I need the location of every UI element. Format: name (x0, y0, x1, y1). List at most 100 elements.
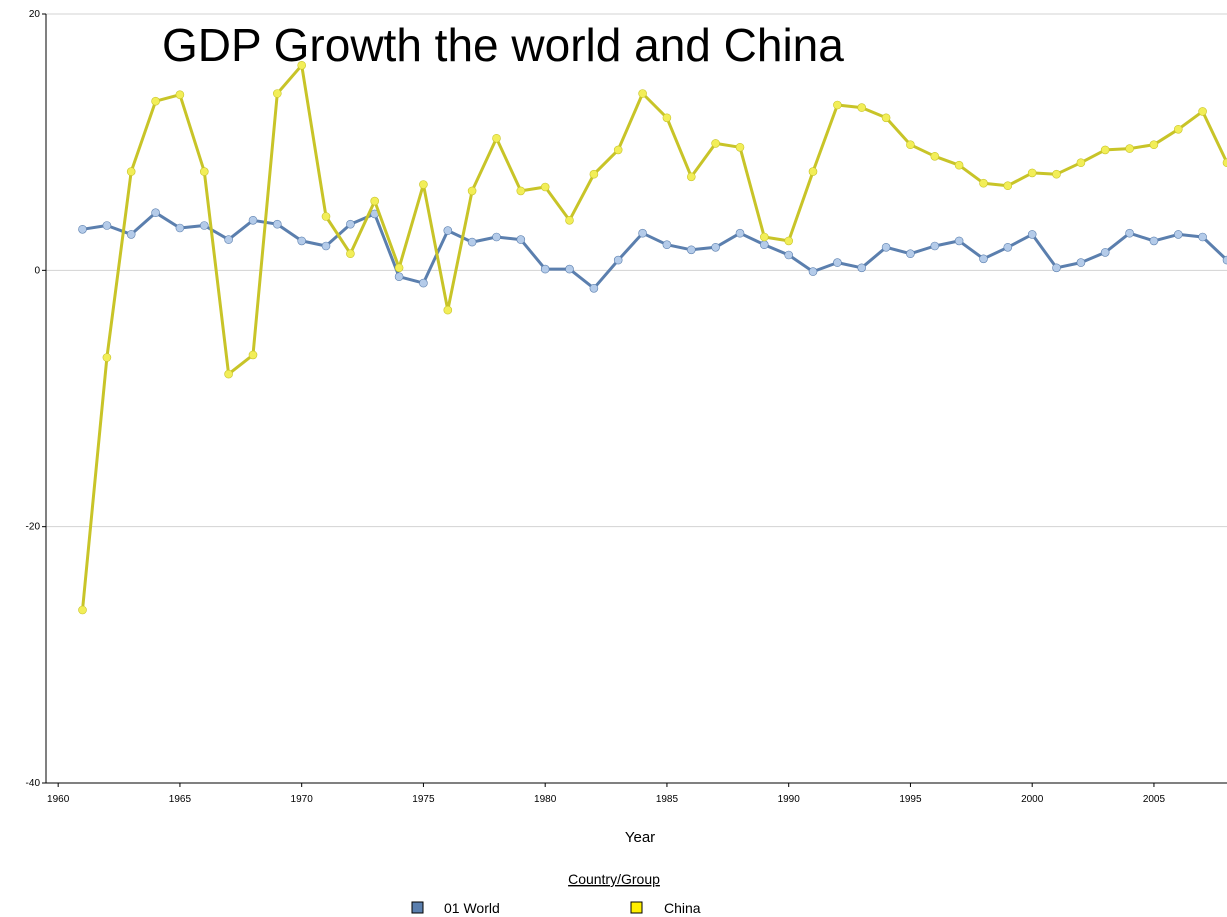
data-point-01-world (200, 221, 209, 230)
data-point-china (759, 232, 769, 242)
data-point-01-world (102, 221, 112, 230)
data-point-01-world (467, 237, 477, 247)
data-point-china (1027, 168, 1037, 178)
data-point-china (394, 263, 404, 273)
y-tick-label: -40 (26, 778, 41, 789)
data-point-china (175, 90, 185, 99)
y-tick-label: -20 (26, 522, 41, 533)
data-point-china (102, 353, 112, 362)
legend-swatch-china (630, 901, 643, 914)
x-tick-label: 1970 (291, 794, 314, 805)
data-point-01-world (175, 223, 185, 233)
data-point-01-world (272, 219, 282, 229)
data-point-china (1198, 107, 1207, 116)
data-point-01-world (443, 226, 453, 235)
data-point-01-world (1125, 228, 1134, 238)
data-point-china (1149, 140, 1159, 149)
data-point-china (565, 216, 574, 225)
data-point-china (540, 182, 550, 192)
data-point-china (638, 89, 647, 98)
data-point-china (492, 134, 501, 143)
data-point-china (979, 178, 988, 188)
data-point-china (808, 167, 818, 176)
data-point-china (857, 103, 867, 112)
data-point-01-world (589, 283, 599, 293)
data-point-01-world (857, 263, 867, 273)
data-point-01-world (492, 232, 501, 242)
x-tick-label: 2005 (1143, 794, 1166, 805)
data-point-01-world (419, 278, 428, 288)
data-point-01-world (1100, 248, 1110, 257)
x-tick-label: 1975 (412, 794, 435, 805)
data-point-01-world (759, 240, 769, 249)
data-point-01-world (78, 225, 87, 234)
data-point-01-world (784, 250, 794, 260)
data-point-01-world (346, 219, 355, 229)
data-point-china (1174, 125, 1183, 134)
gridlines (46, 13, 1227, 528)
legend-label-china: China (664, 900, 701, 916)
data-point-china (1003, 181, 1013, 190)
data-point-china (1125, 144, 1134, 153)
data-point-china (443, 305, 453, 315)
data-point-01-world (808, 267, 818, 276)
data-point-01-world (151, 208, 160, 217)
y-tick-label: 20 (29, 9, 41, 20)
data-point-china (321, 212, 331, 221)
data-point-china (954, 160, 964, 170)
data-point-china (78, 605, 87, 615)
data-point-01-world (662, 240, 672, 249)
x-tick-label: 1980 (534, 794, 557, 805)
data-point-china (711, 139, 720, 148)
x-tick-label: 1990 (778, 794, 801, 805)
data-point-01-world (881, 243, 891, 252)
data-point-01-world (224, 235, 233, 244)
data-point-01-world (297, 236, 307, 246)
data-point-china (200, 167, 209, 176)
data-point-china (1100, 145, 1110, 155)
data-point-china (272, 89, 282, 98)
x-tick-label: 1960 (47, 794, 70, 805)
series-layer (78, 61, 1227, 615)
x-axis-title: Year (625, 829, 655, 846)
data-point-china (881, 113, 891, 123)
data-point-01-world (930, 241, 940, 251)
data-point-01-world (1149, 236, 1159, 246)
data-point-01-world (394, 272, 404, 282)
data-point-china (735, 143, 745, 152)
data-point-01-world (1003, 243, 1013, 252)
data-point-china (613, 145, 623, 155)
data-point-01-world (954, 236, 964, 246)
data-point-china (151, 96, 160, 106)
legend-label-world: 01 World (444, 900, 500, 916)
data-point-china (833, 100, 842, 110)
data-point-01-world (516, 235, 526, 244)
series-line-china (81, 63, 1227, 611)
data-point-china (1076, 158, 1086, 167)
data-point-china (662, 113, 672, 123)
data-point-01-world (1222, 255, 1227, 265)
data-point-china (686, 172, 696, 182)
data-point-01-world (833, 258, 842, 267)
data-point-china (516, 186, 526, 196)
data-point-01-world (565, 264, 574, 274)
x-tick-label: 1965 (169, 794, 192, 805)
data-point-01-world (1027, 230, 1037, 239)
data-point-china (906, 140, 915, 149)
data-point-01-world (638, 228, 647, 238)
data-point-01-world (1076, 258, 1086, 267)
data-point-china (346, 249, 355, 258)
data-point-china (248, 350, 258, 360)
data-point-01-world (248, 216, 258, 225)
data-point-china (1052, 169, 1061, 179)
data-point-china (370, 196, 380, 206)
data-point-china (126, 167, 136, 176)
legend-swatch-world (411, 901, 424, 914)
data-point-china (784, 236, 794, 246)
data-point-01-world (711, 243, 720, 252)
x-tick-label: 1995 (899, 794, 922, 805)
x-tick-label: 1985 (656, 794, 679, 805)
data-point-01-world (1174, 230, 1183, 239)
data-point-01-world (906, 249, 915, 258)
